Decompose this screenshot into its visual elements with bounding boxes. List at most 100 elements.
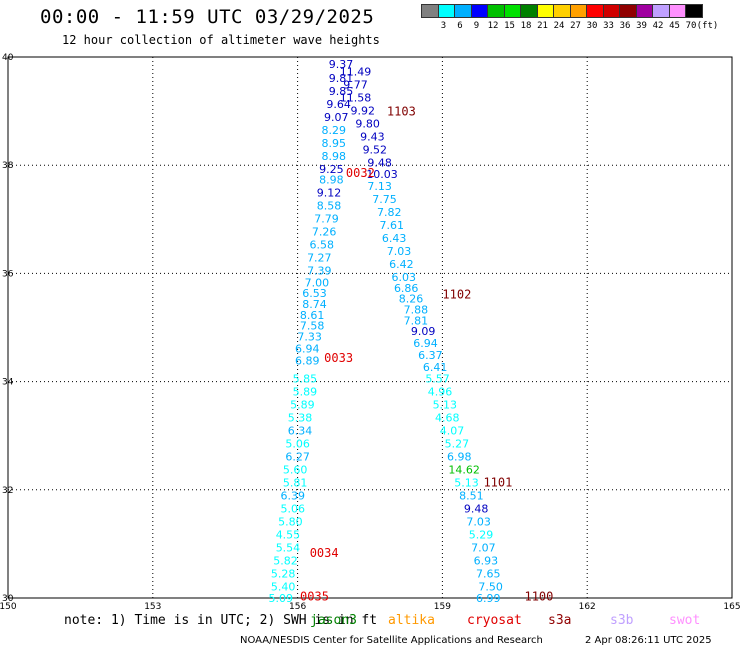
pass-label: 0033 — [324, 351, 353, 365]
swh-value: 7.00 — [305, 276, 330, 289]
swh-value: 4.96 — [428, 386, 453, 399]
swh-value: 7.88 — [404, 303, 429, 316]
legend-label: 45 — [669, 21, 680, 31]
x-tick-label: 156 — [289, 602, 306, 612]
swh-value: 5.57 — [425, 373, 450, 386]
swh-value: 5.06 — [281, 503, 306, 516]
swh-value: 7.82 — [377, 206, 402, 219]
swh-value: 9.25 — [319, 163, 344, 176]
swh-value: 8.95 — [322, 137, 347, 150]
pass-label: 1102 — [442, 287, 471, 301]
swh-value: 6.94 — [295, 342, 320, 355]
satellite-label-altika: altika — [388, 613, 435, 628]
legend-label: 6 — [457, 21, 463, 31]
legend-swatches — [421, 4, 703, 18]
swh-value: 7.27 — [307, 251, 332, 264]
swh-value: 6.42 — [389, 258, 414, 271]
map-subtitle: 12 hour collection of altimeter wave hei… — [62, 33, 380, 47]
swh-value: 5.54 — [276, 541, 301, 554]
swh-value: 9.77 — [343, 78, 368, 91]
swh-value: 9.37 — [329, 58, 354, 71]
pass-label: 0032 — [346, 166, 375, 180]
swh-value: 7.13 — [367, 180, 392, 193]
swh-value: 6.27 — [285, 451, 310, 464]
swh-value: 5.60 — [283, 464, 308, 477]
swh-value: 6.43 — [382, 232, 407, 245]
swh-value: 11.49 — [340, 65, 372, 78]
swh-value: 8.26 — [399, 293, 424, 306]
swh-value: 6.41 — [423, 361, 448, 374]
swh-value: 5.29 — [469, 528, 494, 541]
legend-label: 21 — [537, 21, 548, 31]
swh-value: 7.75 — [372, 193, 397, 206]
swh-value: 7.50 — [478, 580, 503, 593]
swh-value: 11.58 — [340, 91, 372, 104]
legend-label: 24 — [553, 21, 565, 31]
swh-value: 10.03 — [366, 168, 398, 181]
swh-value: 4.07 — [440, 425, 465, 438]
swh-value: 7.33 — [297, 330, 322, 343]
swh-value: 7.03 — [466, 516, 491, 529]
swh-value: 5.09 — [268, 592, 293, 605]
x-tick-label: 162 — [579, 602, 596, 612]
footer-credit: NOAA/NESDIS Center for Satellite Applica… — [240, 635, 543, 646]
x-tick-label: 153 — [144, 602, 161, 612]
x-tick-label: 165 — [723, 602, 740, 612]
legend-label: 33 — [603, 21, 614, 31]
swh-value: 5.13 — [454, 477, 479, 490]
swh-value: 6.86 — [394, 282, 419, 295]
satellite-label-jason3: jason3 — [310, 613, 357, 628]
swh-value: 5.81 — [283, 477, 308, 490]
legend-label: 30 — [586, 21, 598, 31]
swh-value: 8.58 — [317, 200, 342, 213]
swh-value: 9.43 — [360, 130, 385, 143]
swh-value: 6.99 — [476, 592, 501, 605]
swh-value: 8.29 — [322, 124, 347, 137]
legend-labels: 3 6 9 12 15 18 21 24 27 30 33 36 39 42 45 70 (ft) — [421, 21, 719, 35]
legend-label: 18 — [520, 21, 532, 31]
swh-value: 8.98 — [319, 174, 344, 187]
swh-value: 5.89 — [290, 399, 315, 412]
swh-value: 6.89 — [295, 354, 320, 367]
x-tick-label: 159 — [434, 602, 451, 612]
swh-value: 7.07 — [471, 541, 496, 554]
legend-label: 36 — [619, 21, 631, 31]
map-frame — [7, 56, 733, 599]
note-text: note: 1) Time is in UTC; 2) SWH is in ft — [64, 613, 378, 628]
legend-label: 9 — [473, 21, 480, 31]
swh-value: 5.27 — [445, 438, 470, 451]
swh-value: 5.85 — [293, 373, 318, 386]
swh-value: 7.26 — [312, 226, 337, 239]
swh-value: 9.07 — [324, 111, 349, 124]
swh-value: 9.92 — [351, 104, 376, 117]
legend-label: 15 — [504, 21, 515, 31]
pass-label: 1100 — [524, 590, 553, 604]
y-tick-label: 30 — [2, 594, 14, 604]
swh-value: 9.12 — [317, 187, 342, 200]
swh-value: 9.09 — [411, 325, 436, 338]
swh-value: 7.58 — [300, 320, 325, 333]
pass-label: 1103 — [387, 104, 416, 118]
swh-value: 6.34 — [288, 425, 313, 438]
swh-value: 6.94 — [413, 337, 438, 350]
swh-value: 6.98 — [447, 451, 472, 464]
swh-value: 5.38 — [288, 412, 313, 425]
swh-value: 6.03 — [392, 271, 417, 284]
legend-label: 27 — [570, 21, 581, 31]
swh-value: 8.74 — [302, 298, 327, 311]
swh-value: 9.81 — [329, 72, 354, 85]
y-tick-label: 36 — [2, 269, 14, 279]
swh-value: 9.52 — [363, 143, 388, 156]
satellite-label-swot: swot — [669, 613, 701, 628]
legend-label: 39 — [636, 21, 647, 31]
map-title: 00:00 - 11:59 UTC 03/29/2025 — [40, 6, 375, 28]
legend-label: 3 — [440, 21, 447, 31]
swh-value: 9.48 — [367, 156, 392, 169]
color-legend: 3 6 9 12 15 18 21 24 27 30 33 36 39 42 45 70 (ft) — [421, 4, 719, 35]
y-tick-label: 34 — [2, 378, 14, 388]
swh-value: 9.64 — [326, 98, 351, 111]
swh-value: 8.61 — [300, 309, 325, 322]
swh-value: 7.61 — [379, 219, 404, 232]
swh-value: 6.39 — [281, 490, 306, 503]
